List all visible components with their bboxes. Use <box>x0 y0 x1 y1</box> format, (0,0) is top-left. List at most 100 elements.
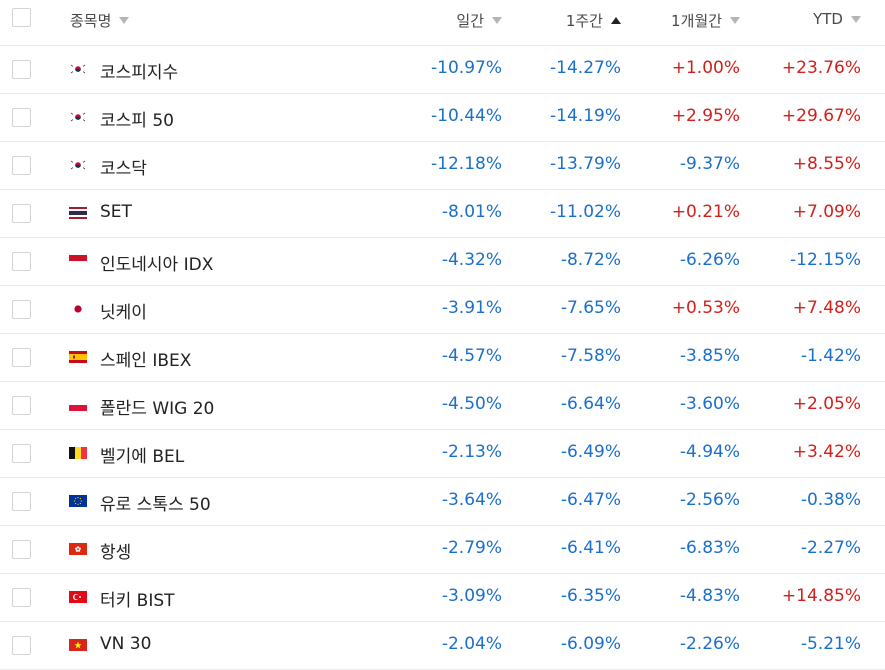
table-row[interactable]: SET -8.01% -11.02% +0.21% +7.09% <box>0 190 885 238</box>
monthly-change-value: -3.85% <box>679 346 740 366</box>
weekly-change-value: -14.27% <box>550 58 621 78</box>
ytd-change-value: -1.42% <box>800 346 861 366</box>
index-name-link[interactable]: 닛케이 <box>100 303 147 323</box>
ytd-change-value: -2.27% <box>800 538 861 558</box>
index-name-link[interactable]: 인도네시아 IDX <box>100 255 214 275</box>
row-checkbox[interactable] <box>12 108 31 127</box>
row-checkbox[interactable] <box>12 492 31 511</box>
poland-flag-icon <box>69 399 87 411</box>
ytd-change-value: +2.05% <box>792 394 861 414</box>
daily-change-value: -2.79% <box>441 538 502 558</box>
daily-change-value: -4.57% <box>441 346 502 366</box>
weekly-change-value: -8.72% <box>560 250 621 270</box>
weekly-change-value: -6.09% <box>560 634 621 654</box>
daily-change-value: -10.97% <box>431 58 502 78</box>
column-header-name-label: 종목명 <box>70 12 112 30</box>
indonesia-flag-icon <box>69 255 87 267</box>
index-name-link[interactable]: VN 30 <box>100 634 152 654</box>
index-name-link[interactable]: 코스닥 <box>100 159 147 179</box>
ytd-change-value: +29.67% <box>781 106 861 126</box>
turkey-flag-icon <box>69 591 87 603</box>
daily-change-value: -4.32% <box>441 250 502 270</box>
ytd-change-value: +14.85% <box>781 586 861 606</box>
index-name-link[interactable]: 폴란드 WIG 20 <box>100 399 215 419</box>
index-name-link[interactable]: 터키 BIST <box>100 591 175 611</box>
row-checkbox[interactable] <box>12 588 31 607</box>
monthly-change-value: -4.83% <box>679 586 740 606</box>
table-row[interactable]: 유로 스톡스 50 -3.64% -6.47% -2.56% -0.38% <box>0 478 885 526</box>
monthly-change-value: +0.53% <box>671 298 740 318</box>
daily-change-value: -2.13% <box>441 442 502 462</box>
row-checkbox[interactable] <box>12 300 31 319</box>
daily-change-value: -12.18% <box>431 154 502 174</box>
spain-flag-icon <box>69 351 87 363</box>
row-checkbox[interactable] <box>12 348 31 367</box>
column-header-weekly-label: 1주간 <box>565 12 603 30</box>
japan-flag-icon <box>69 303 87 315</box>
row-checkbox[interactable] <box>12 156 31 175</box>
table-row[interactable]: 닛케이 -3.91% -7.65% +0.53% +7.48% <box>0 286 885 334</box>
row-checkbox[interactable] <box>12 396 31 415</box>
daily-change-value: -8.01% <box>441 202 502 222</box>
weekly-change-value: -6.35% <box>560 586 621 606</box>
monthly-change-value: +2.95% <box>671 106 740 126</box>
index-name-link[interactable]: 스페인 IBEX <box>100 351 192 371</box>
table-row[interactable]: 코스피 50 -10.44% -14.19% +2.95% +29.67% <box>0 94 885 142</box>
table-row[interactable]: 터키 BIST -3.09% -6.35% -4.83% +14.85% <box>0 574 885 622</box>
monthly-change-value: +1.00% <box>671 58 740 78</box>
column-header-ytd-label: YTD <box>813 10 843 28</box>
index-name-link[interactable]: 코스피 50 <box>100 111 174 131</box>
column-header-weekly[interactable]: 1주간 <box>566 10 621 31</box>
daily-change-value: -4.50% <box>441 394 502 414</box>
table-row[interactable]: 코스닥 -12.18% -13.79% -9.37% +8.55% <box>0 142 885 190</box>
ytd-change-value: +23.76% <box>781 58 861 78</box>
weekly-change-value: -6.49% <box>560 442 621 462</box>
row-checkbox[interactable] <box>12 252 31 271</box>
table-body: 코스피지수 -10.97% -14.27% +1.00% +23.76% 코스피 50 -1… <box>0 46 885 670</box>
row-checkbox[interactable] <box>12 60 31 79</box>
korea-flag-icon <box>69 111 87 123</box>
index-name-link[interactable]: 벨기에 BEL <box>100 447 185 467</box>
ytd-change-value: -12.15% <box>790 250 861 270</box>
ytd-change-value: +7.09% <box>792 202 861 222</box>
column-header-name[interactable]: 종목명 <box>70 10 130 31</box>
table-row[interactable]: VN 30 -2.04% -6.09% -2.26% -5.21% <box>0 622 885 670</box>
table-row[interactable]: 인도네시아 IDX -4.32% -8.72% -6.26% -12.15% <box>0 238 885 286</box>
table-row[interactable]: 항셍 -2.79% -6.41% -6.83% -2.27% <box>0 526 885 574</box>
index-name-link[interactable]: 코스피지수 <box>100 63 179 83</box>
row-checkbox[interactable] <box>12 444 31 463</box>
table-row[interactable]: 코스피지수 -10.97% -14.27% +1.00% +23.76% <box>0 46 885 94</box>
daily-change-value: -2.04% <box>441 634 502 654</box>
index-name-link[interactable]: 항셍 <box>100 543 132 563</box>
sort-down-icon <box>851 15 861 23</box>
row-checkbox[interactable] <box>12 636 31 655</box>
select-all-checkbox[interactable] <box>12 8 31 27</box>
index-name-link[interactable]: SET <box>100 202 132 222</box>
row-checkbox[interactable] <box>12 540 31 559</box>
ytd-change-value: +7.48% <box>792 298 861 318</box>
weekly-change-value: -13.79% <box>550 154 621 174</box>
korea-flag-icon <box>69 63 87 75</box>
index-name-link[interactable]: 유로 스톡스 50 <box>100 495 211 515</box>
vietnam-flag-icon <box>69 639 87 651</box>
belgium-flag-icon <box>69 447 87 459</box>
column-header-daily[interactable]: 일간 <box>456 10 502 31</box>
monthly-change-value: -2.56% <box>679 490 740 510</box>
table-row[interactable]: 스페인 IBEX -4.57% -7.58% -3.85% -1.42% <box>0 334 885 382</box>
ytd-change-value: -5.21% <box>800 634 861 654</box>
ytd-change-value: +8.55% <box>792 154 861 174</box>
hong-kong-flag-icon <box>69 543 87 555</box>
weekly-change-value: -7.58% <box>560 346 621 366</box>
table-row[interactable]: 폴란드 WIG 20 -4.50% -6.64% -3.60% +2.05% <box>0 382 885 430</box>
weekly-change-value: -6.47% <box>560 490 621 510</box>
weekly-change-value: -6.41% <box>560 538 621 558</box>
weekly-change-value: -11.02% <box>550 202 621 222</box>
column-header-ytd[interactable]: YTD <box>813 10 861 28</box>
monthly-change-value: -6.26% <box>679 250 740 270</box>
table-row[interactable]: 벨기에 BEL -2.13% -6.49% -4.94% +3.42% <box>0 430 885 478</box>
korea-flag-icon <box>69 159 87 171</box>
column-header-monthly[interactable]: 1개월간 <box>671 10 740 31</box>
row-checkbox[interactable] <box>12 204 31 223</box>
sort-up-icon <box>611 17 621 24</box>
